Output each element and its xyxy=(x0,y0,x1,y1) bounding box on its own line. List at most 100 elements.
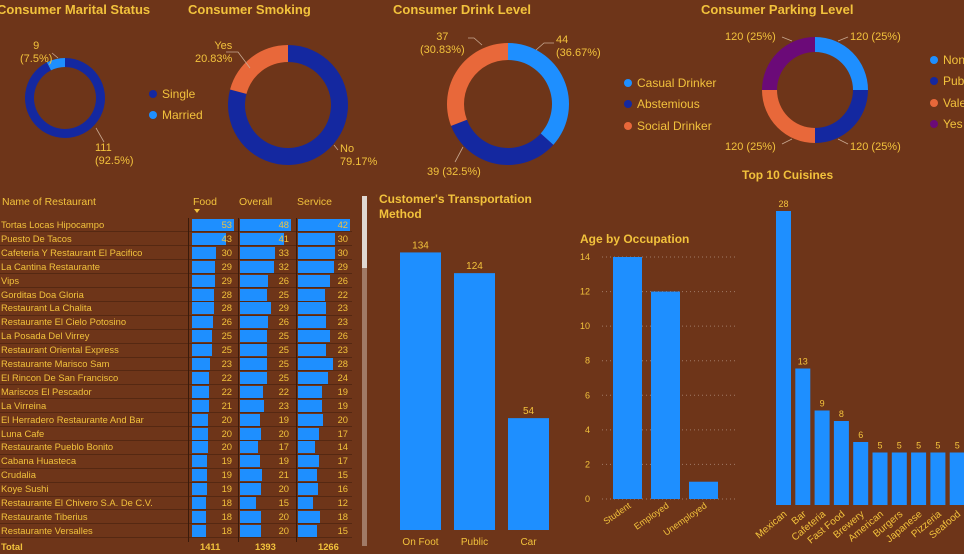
overall-cell-value: 33 xyxy=(278,246,289,258)
table-row[interactable]: La Posada Del Virrey 25 25 26 xyxy=(0,329,352,343)
table-scrollbar-thumb-main[interactable] xyxy=(362,196,367,268)
smoking-slice-yes[interactable] xyxy=(230,45,288,94)
food-cell: 30 xyxy=(192,246,234,259)
cuisine-bar-cafeteria[interactable] xyxy=(814,410,830,506)
age-bar-employed[interactable] xyxy=(651,291,680,499)
food-cell: 53 xyxy=(192,219,234,231)
header-food[interactable]: Food xyxy=(193,196,217,208)
table-row[interactable]: Luna Cafe 20 20 17 xyxy=(0,427,352,441)
service-cell: 29 xyxy=(298,260,350,273)
legend-item[interactable]: Public xyxy=(930,71,964,93)
transport-bar-on-foot[interactable] xyxy=(400,252,441,530)
header-name[interactable]: Name of Restaurant xyxy=(2,196,96,208)
cuisine-title: Top 10 Cuisines xyxy=(742,168,834,182)
table-row[interactable]: Mariscos El Pescador 22 22 19 xyxy=(0,385,352,399)
marital-slice-married[interactable] xyxy=(46,58,65,71)
table-row[interactable]: Restaurante Marisco Sam 23 25 28 xyxy=(0,357,352,371)
cuisine-bar-bar[interactable] xyxy=(795,368,811,506)
drink-slice-abstemious[interactable] xyxy=(451,119,554,165)
table-row[interactable]: Restaurante El Chivero S.A. De C.V. 18 15 1… xyxy=(0,496,352,510)
smoking-title: Consumer Smoking xyxy=(188,2,311,17)
table-row[interactable]: Gorditas Doa Gloria 28 25 22 xyxy=(0,288,352,302)
food-cell-bar xyxy=(192,427,208,440)
transport-bar-public[interactable] xyxy=(454,273,495,530)
restaurant-name: Restaurante El Chivero S.A. De C.V. xyxy=(1,497,153,508)
legend-item[interactable]: None xyxy=(930,49,964,71)
header-overall[interactable]: Overall xyxy=(239,196,273,208)
age-ytick-label: 14 xyxy=(580,252,590,262)
age-bar-student[interactable] xyxy=(613,257,642,499)
transport-bar-car[interactable] xyxy=(508,418,549,530)
table-row[interactable]: Restaurant La Chalita 28 29 23 xyxy=(0,301,352,315)
table-scrollbar-track[interactable] xyxy=(362,196,367,546)
service-cell-bar xyxy=(298,316,327,329)
legend-marker-icon xyxy=(624,121,632,130)
table-row[interactable]: Tortas Locas Hipocampo 53 48 42 xyxy=(0,218,352,232)
service-cell-bar xyxy=(298,469,317,482)
table-row[interactable]: Restaurante El Cielo Potosino 26 26 23 xyxy=(0,315,352,329)
age-title: Age by Occupation xyxy=(580,232,690,246)
cuisine-bar-fast-food[interactable] xyxy=(833,421,849,505)
food-cell: 18 xyxy=(192,524,234,537)
row-divider xyxy=(0,426,352,427)
header-service[interactable]: Service xyxy=(297,196,333,208)
legend-item[interactable]: Single xyxy=(149,83,203,105)
age-bar-unemployed[interactable] xyxy=(689,481,718,499)
table-row[interactable]: Restaurant Oriental Express 25 25 23 xyxy=(0,343,352,357)
cuisine-bar-pizzeria[interactable] xyxy=(930,452,946,506)
table-row[interactable]: Restaurante Tiberius 18 20 18 xyxy=(0,510,352,524)
row-divider xyxy=(0,481,352,483)
table-row[interactable]: Vips 29 26 26 xyxy=(0,274,352,288)
service-cell: 26 xyxy=(298,274,350,287)
table-row[interactable]: Cabana Huasteca 19 19 17 xyxy=(0,454,352,468)
table-row[interactable]: Puesto De Tacos 43 41 30 xyxy=(0,232,352,246)
service-cell-value: 18 xyxy=(337,510,348,522)
table-row[interactable]: Restaurante Versalles 18 20 15 xyxy=(0,524,352,538)
cuisine-bar-seafood[interactable] xyxy=(949,452,964,506)
cuisine-bar-american[interactable] xyxy=(872,452,888,506)
parking-slice-valet[interactable] xyxy=(762,90,815,143)
legend-item[interactable]: Valet xyxy=(930,92,964,114)
drink-slice-casual-drinker[interactable] xyxy=(508,43,569,145)
legend-item[interactable]: Married xyxy=(149,105,203,127)
legend-label: Casual Drinker xyxy=(637,75,717,90)
overall-cell: 25 xyxy=(240,344,291,357)
legend-item[interactable]: Casual Drinker xyxy=(624,72,716,94)
overall-cell-value: 25 xyxy=(278,344,289,356)
overall-cell: 22 xyxy=(240,385,291,398)
drink-slice-social-drinker[interactable] xyxy=(447,43,508,126)
service-cell-bar xyxy=(298,441,316,454)
parking-slice-none[interactable] xyxy=(815,37,868,90)
table-row[interactable]: Cafeteria Y Restaurant El Pacifico 30 33 30 xyxy=(0,246,352,260)
parking-slice-yes[interactable] xyxy=(762,37,815,90)
table-row[interactable]: Crudalia 19 21 15 xyxy=(0,468,352,482)
cuisine-bar-japanese[interactable] xyxy=(911,452,927,506)
legend-item[interactable]: Abstemious xyxy=(624,94,716,116)
cuisine-bar-mexican[interactable] xyxy=(776,211,791,505)
table-row[interactable]: El Rincon De San Francisco 22 25 24 xyxy=(0,371,352,385)
service-cell-bar xyxy=(298,274,331,287)
table-row[interactable]: El Herradero Restaurante And Bar 20 19 20 xyxy=(0,413,352,427)
service-cell-bar xyxy=(298,232,336,245)
service-cell: 23 xyxy=(298,316,350,329)
cuisine-bar-burgers[interactable] xyxy=(891,452,907,506)
legend-item[interactable]: Yes xyxy=(930,114,964,136)
legend-item[interactable]: Social Drinker xyxy=(624,115,716,137)
overall-cell-bar xyxy=(240,497,256,509)
overall-cell-value: 26 xyxy=(278,316,289,328)
total-overall: 1393 xyxy=(255,540,276,552)
food-cell-bar xyxy=(192,441,208,454)
overall-cell: 25 xyxy=(240,330,291,343)
table-row[interactable]: La Virreina 21 23 19 xyxy=(0,399,352,413)
table-row[interactable]: Restaurante Pueblo Bonito 20 17 14 xyxy=(0,440,352,454)
marital-slice-single[interactable] xyxy=(24,58,105,138)
row-divider xyxy=(0,398,352,400)
table-row[interactable]: La Cantina Restaurante 29 32 29 xyxy=(0,260,352,274)
cuisine-bar-brewery[interactable] xyxy=(853,442,869,505)
row-divider xyxy=(0,245,352,247)
row-divider xyxy=(0,523,352,525)
parking-slice-public[interactable] xyxy=(815,90,868,143)
leader-line xyxy=(781,36,793,42)
overall-cell-value: 25 xyxy=(278,371,289,383)
table-row[interactable]: Koye Sushi 19 20 16 xyxy=(0,482,352,496)
